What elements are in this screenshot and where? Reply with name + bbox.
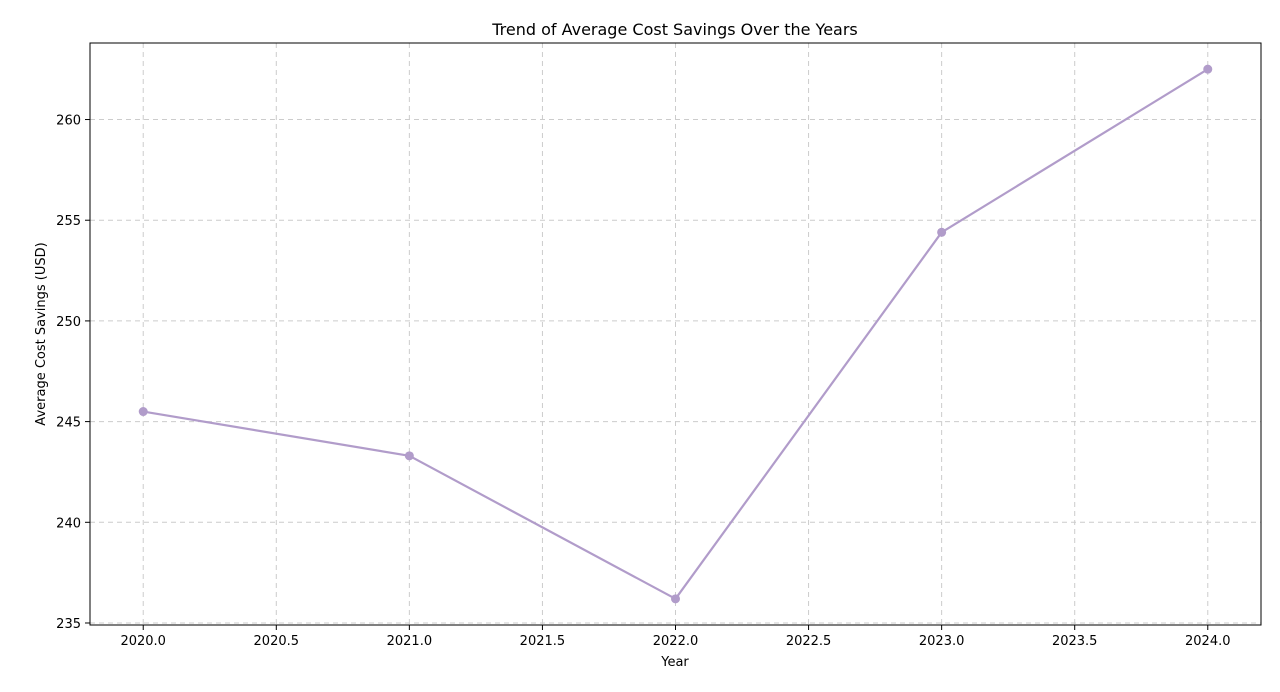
y-tick-label: 240: [56, 516, 81, 531]
y-axis-label: Average Cost Savings (USD): [34, 242, 49, 425]
y-tick-label: 245: [56, 416, 81, 431]
x-tick-label: 2024.0: [1185, 634, 1231, 649]
data-point: [1203, 64, 1213, 74]
y-tick-label: 250: [56, 315, 81, 330]
data-point: [404, 451, 414, 461]
data-point: [138, 407, 148, 417]
x-axis: 2020.0 2020.5 2021.0 2021.5 2022.0 2022.5 2023…: [120, 625, 1231, 649]
x-tick-label: 2020.5: [254, 634, 300, 649]
x-tick-label: 2021.0: [387, 634, 433, 649]
grid: [90, 43, 1261, 625]
data-point: [937, 227, 947, 237]
x-axis-label: Year: [660, 655, 689, 670]
series-group: [138, 64, 1213, 604]
x-tick-label: 2023.5: [1052, 634, 1098, 649]
x-tick-label: 2022.5: [786, 634, 832, 649]
x-tick-label: 2023.0: [919, 634, 965, 649]
data-point: [671, 594, 680, 604]
y-axis: 235 240 245 250 255 260: [56, 114, 90, 632]
x-tick-label: 2020.0: [120, 634, 166, 649]
y-tick-label: 235: [56, 617, 81, 632]
chart-title: Trend of Average Cost Savings Over the Y…: [491, 20, 858, 39]
y-tick-label: 255: [56, 214, 81, 229]
x-tick-label: 2021.5: [520, 634, 566, 649]
y-tick-label: 260: [56, 114, 81, 129]
x-tick-label: 2022.0: [653, 634, 699, 649]
